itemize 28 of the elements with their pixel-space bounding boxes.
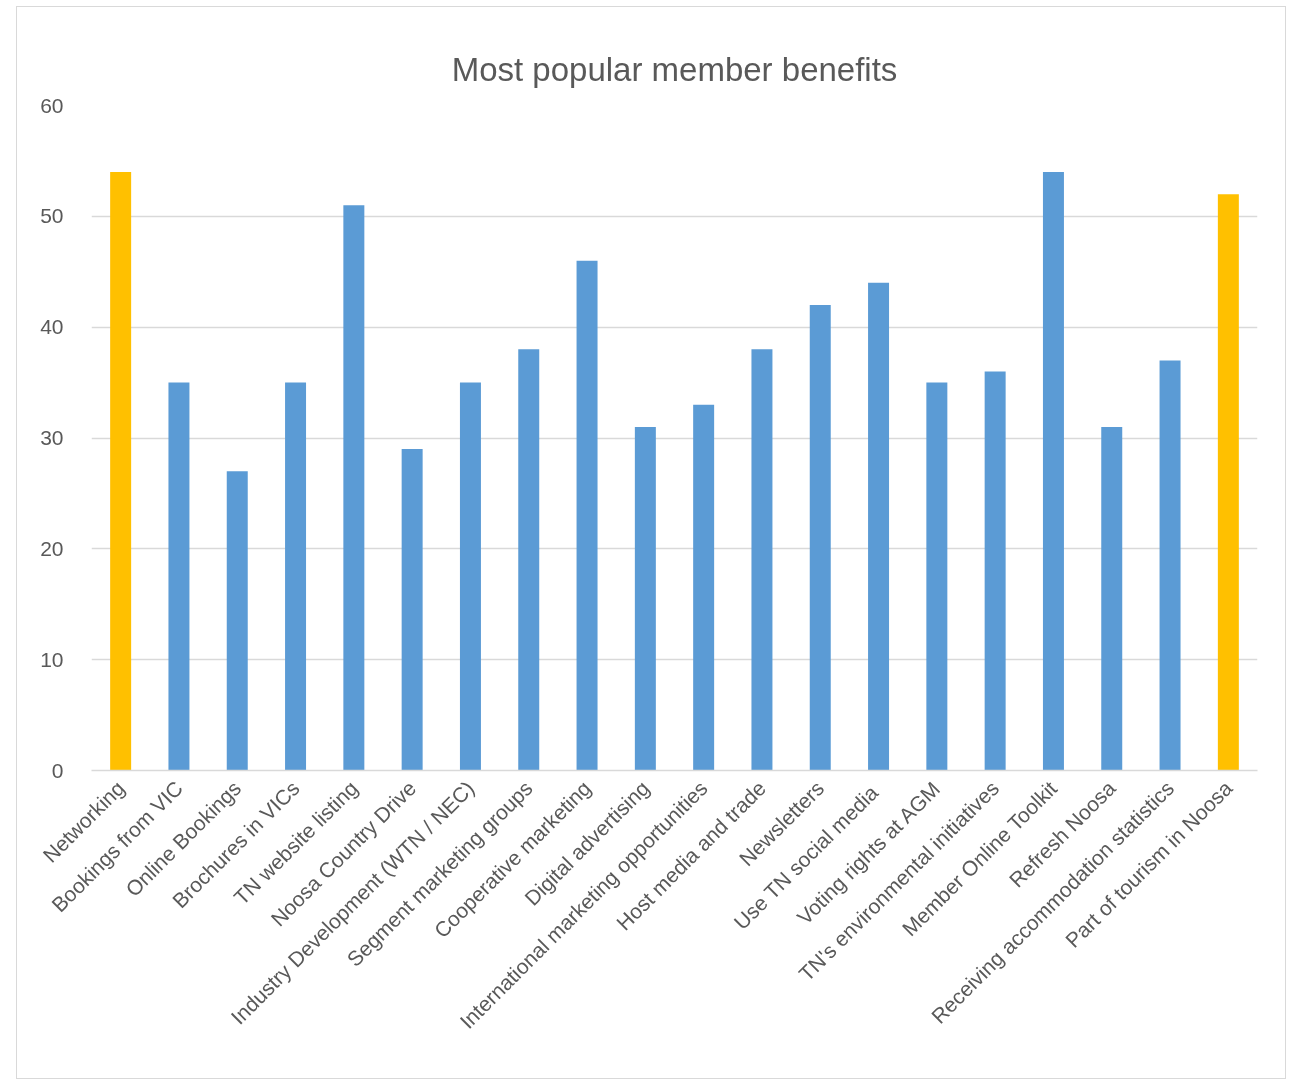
- y-tick-label: 20: [40, 536, 64, 560]
- bar: [110, 172, 132, 771]
- bar: [693, 404, 715, 771]
- bar: [1042, 172, 1064, 771]
- bar: [459, 382, 481, 771]
- y-tick-label: 10: [40, 647, 64, 671]
- bar: [168, 382, 190, 771]
- y-tick-label: 60: [40, 93, 64, 117]
- y-tick-label: 40: [40, 315, 64, 339]
- bar: [984, 371, 1006, 771]
- bar: [1159, 360, 1181, 771]
- y-tick-label: 30: [40, 426, 64, 449]
- bar: [751, 349, 773, 771]
- bar: [285, 382, 307, 771]
- bar: [809, 305, 831, 771]
- bar: [518, 349, 540, 771]
- bar: [576, 260, 598, 771]
- bar: [343, 205, 365, 771]
- bar: [1101, 426, 1123, 771]
- bar: [868, 282, 890, 771]
- y-tick-label: 50: [40, 204, 64, 228]
- bar: [1217, 194, 1239, 771]
- chart-title: Most popular member benefits: [451, 50, 898, 88]
- bar: [226, 471, 248, 771]
- bar: [926, 382, 948, 771]
- y-tick-label: 0: [51, 758, 64, 782]
- bar: [401, 449, 423, 771]
- bar: [634, 426, 656, 771]
